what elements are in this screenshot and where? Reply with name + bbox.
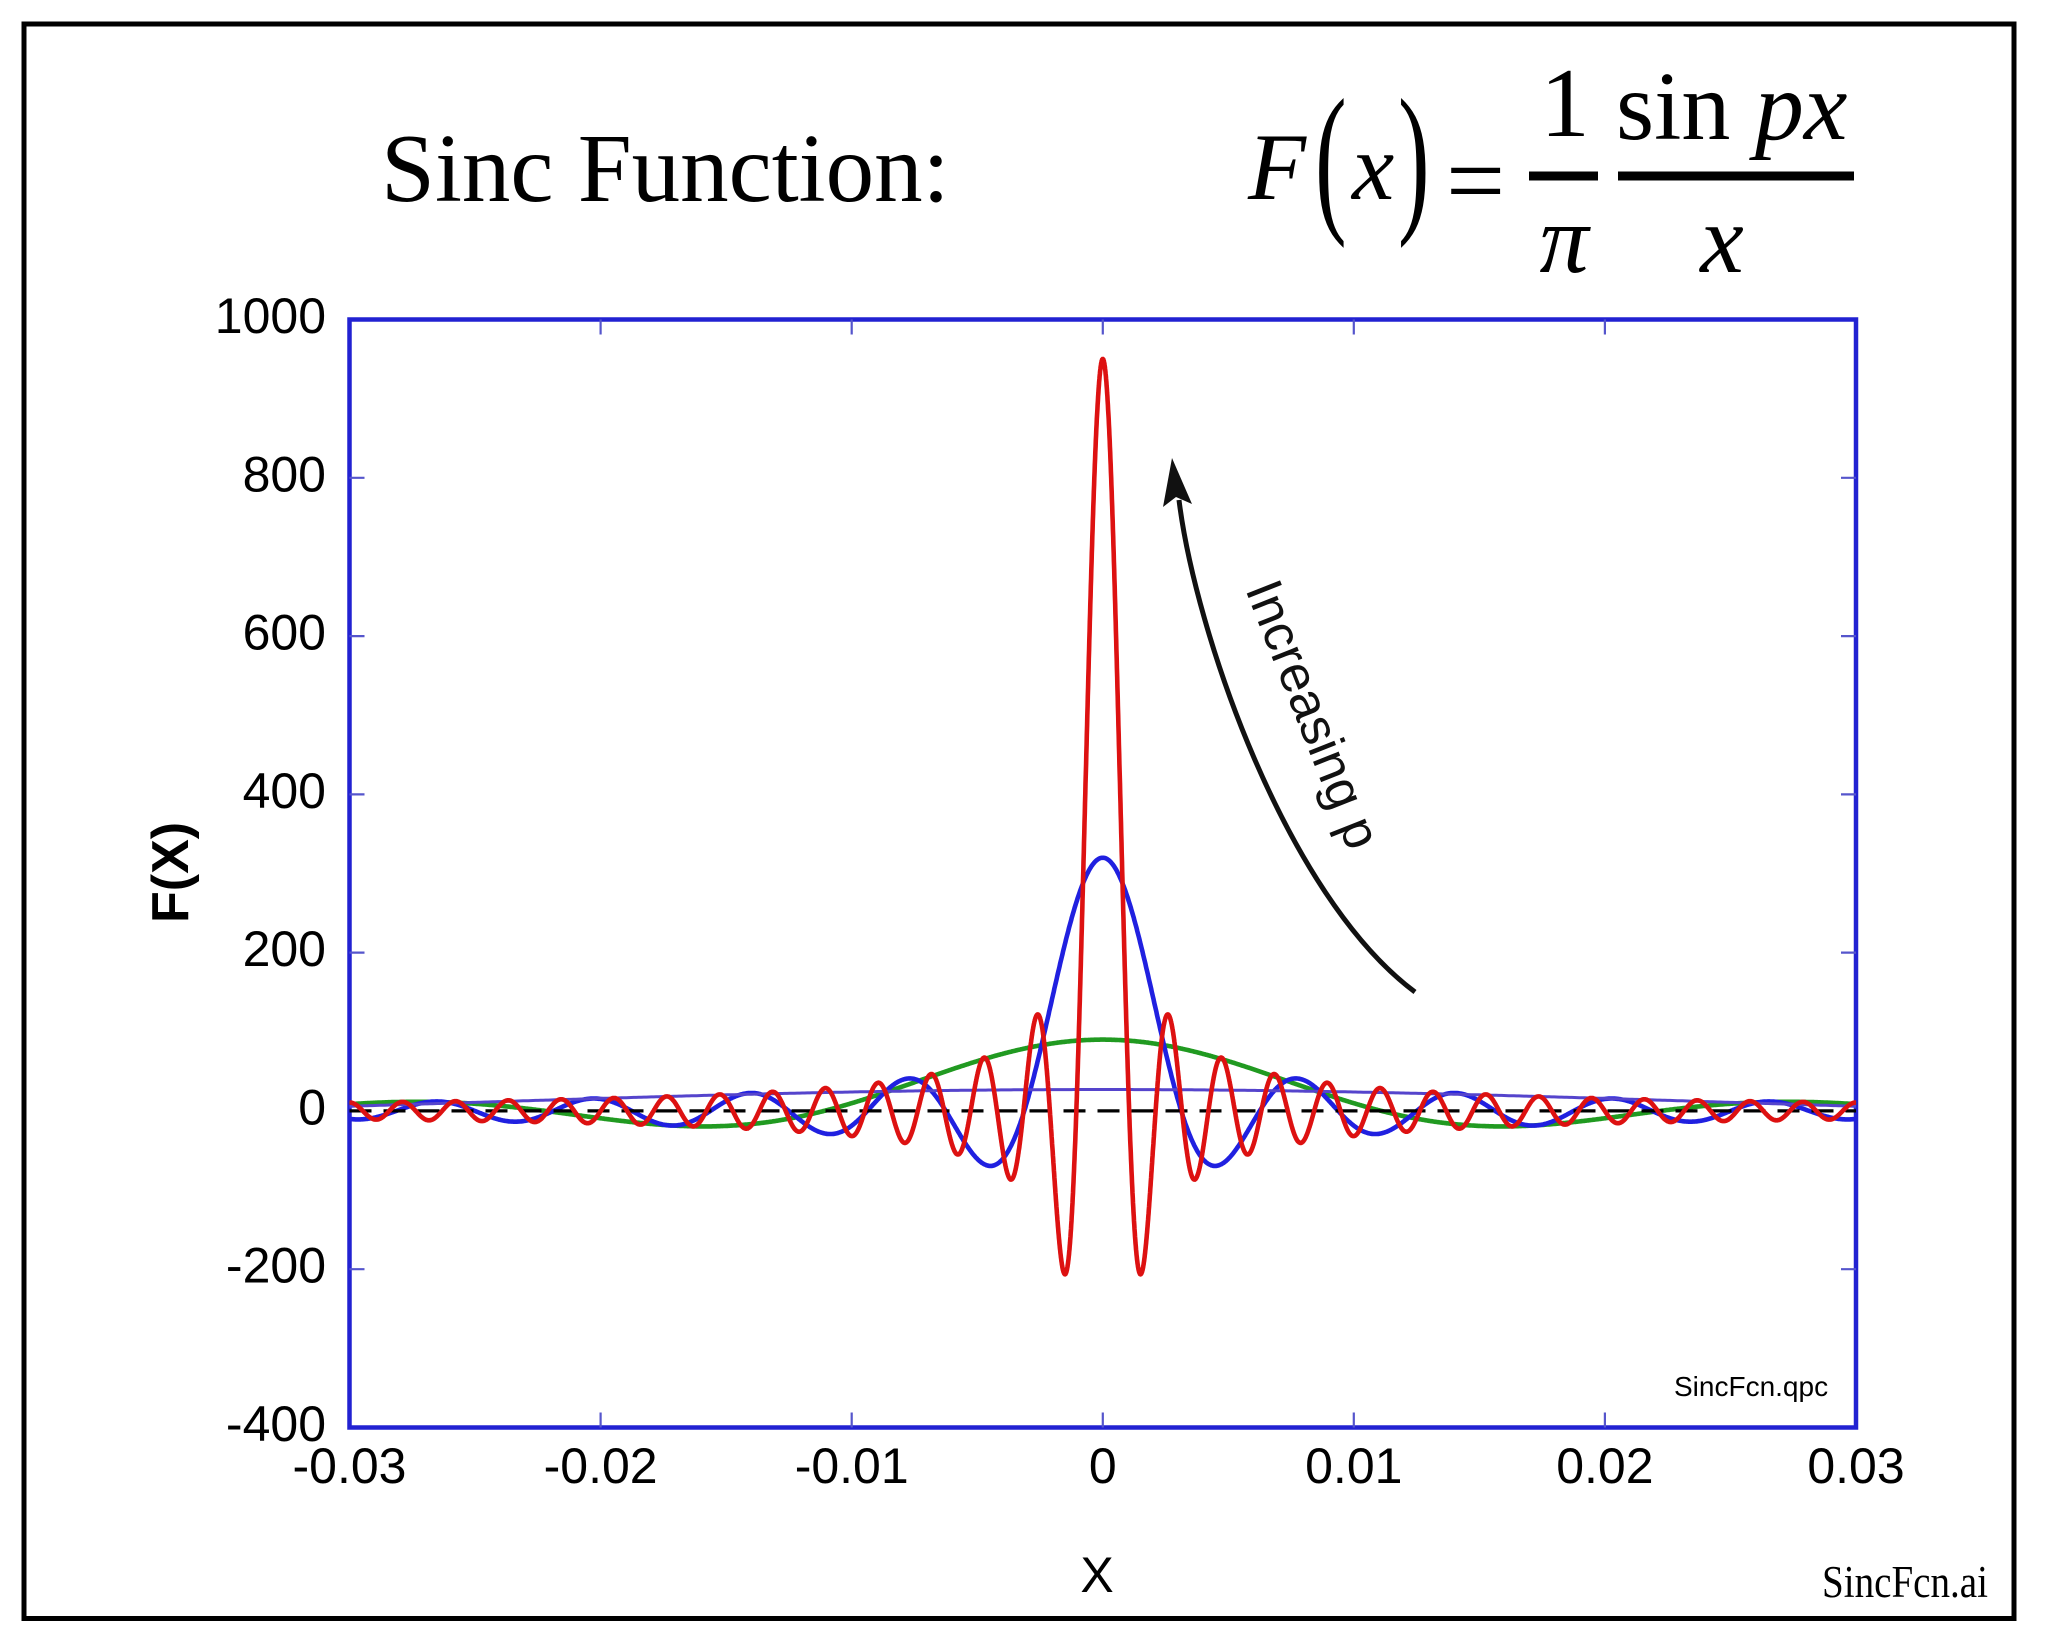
svg-text:200: 200 <box>243 921 326 977</box>
svg-text:x: x <box>1350 114 1394 220</box>
svg-text:400: 400 <box>243 763 326 819</box>
svg-text:600: 600 <box>243 605 326 661</box>
svg-text:π: π <box>1539 186 1591 294</box>
svg-text:SincFcn.ai: SincFcn.ai <box>1822 1557 1988 1607</box>
svg-text:-200: -200 <box>226 1238 326 1294</box>
svg-text:1000: 1000 <box>215 288 326 344</box>
svg-text:-0.01: -0.01 <box>795 1438 909 1494</box>
svg-text:x: x <box>1698 186 1744 294</box>
svg-text:Sinc Function:: Sinc Function: <box>381 115 950 222</box>
svg-text:): ) <box>1398 67 1430 250</box>
svg-text:sin px: sin px <box>1616 53 1847 161</box>
svg-text:0.02: 0.02 <box>1556 1438 1653 1494</box>
svg-text:SincFcn.qpc: SincFcn.qpc <box>1674 1371 1828 1402</box>
svg-text:0: 0 <box>298 1079 326 1135</box>
svg-text:=: = <box>1446 122 1505 239</box>
svg-text:F(X): F(X) <box>142 822 200 923</box>
svg-text:F: F <box>1247 114 1307 220</box>
svg-text:-0.02: -0.02 <box>544 1438 658 1494</box>
svg-text:X: X <box>1080 1547 1113 1603</box>
svg-text:800: 800 <box>243 446 326 502</box>
svg-text:-400: -400 <box>226 1396 326 1452</box>
svg-text:0.01: 0.01 <box>1305 1438 1402 1494</box>
svg-text:0: 0 <box>1089 1438 1117 1494</box>
svg-text:-0.03: -0.03 <box>293 1438 407 1494</box>
svg-text:1: 1 <box>1540 49 1590 158</box>
svg-text:0.03: 0.03 <box>1807 1438 1904 1494</box>
svg-text:(: ( <box>1315 67 1347 250</box>
